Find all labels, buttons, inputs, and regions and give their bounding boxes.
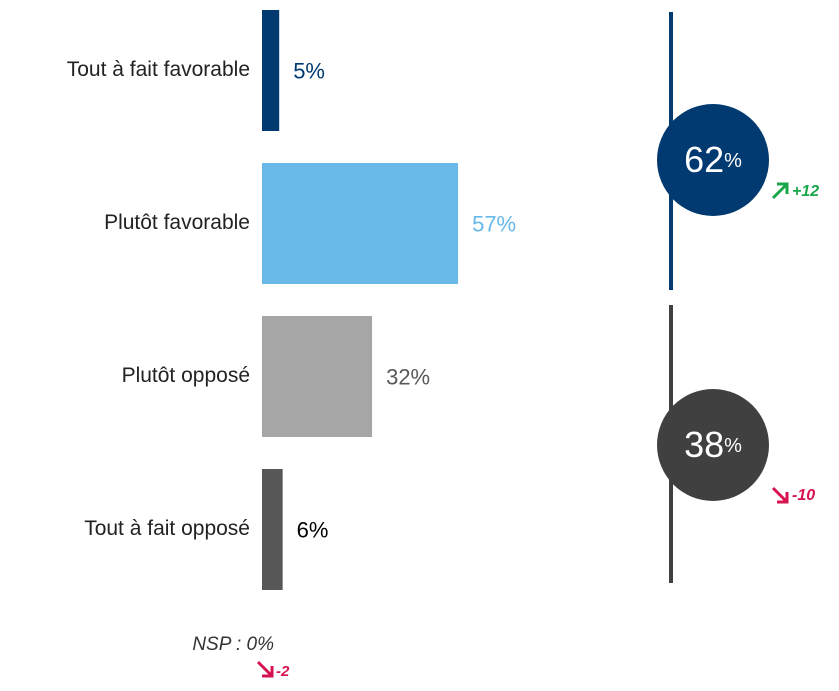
note-change: -2 — [276, 663, 290, 680]
group-unit: % — [724, 435, 742, 457]
change-arrow-head — [262, 666, 274, 678]
change-arrow-head — [777, 492, 789, 504]
change-arrow-head — [777, 182, 789, 194]
change-arrow — [256, 660, 274, 678]
group-label: 62% — [684, 139, 742, 180]
group-value: 38 — [684, 424, 724, 465]
group-circle — [657, 389, 769, 501]
value-label: 57% — [472, 211, 516, 236]
value-label: 5% — [293, 58, 325, 83]
category-label: Plutôt opposé — [122, 364, 250, 387]
group-circle — [657, 104, 769, 216]
group-unit: % — [724, 150, 742, 172]
bar — [262, 469, 283, 590]
group-value: 62 — [684, 139, 724, 180]
value-label: 32% — [386, 364, 430, 389]
bar — [262, 316, 373, 437]
category-label: Plutôt favorable — [104, 211, 250, 234]
note: NSP : 0% — [192, 634, 274, 655]
change-arrow — [771, 486, 789, 504]
group-change: -10 — [792, 487, 815, 504]
bar — [262, 10, 280, 131]
group-change: +12 — [792, 183, 819, 200]
value-label: 6% — [297, 517, 329, 542]
change-arrow — [771, 182, 789, 200]
category-label: Tout à fait favorable — [67, 58, 250, 81]
group-label: 38% — [684, 424, 742, 465]
bar — [262, 163, 459, 284]
category-label: Tout à fait opposé — [84, 517, 250, 540]
